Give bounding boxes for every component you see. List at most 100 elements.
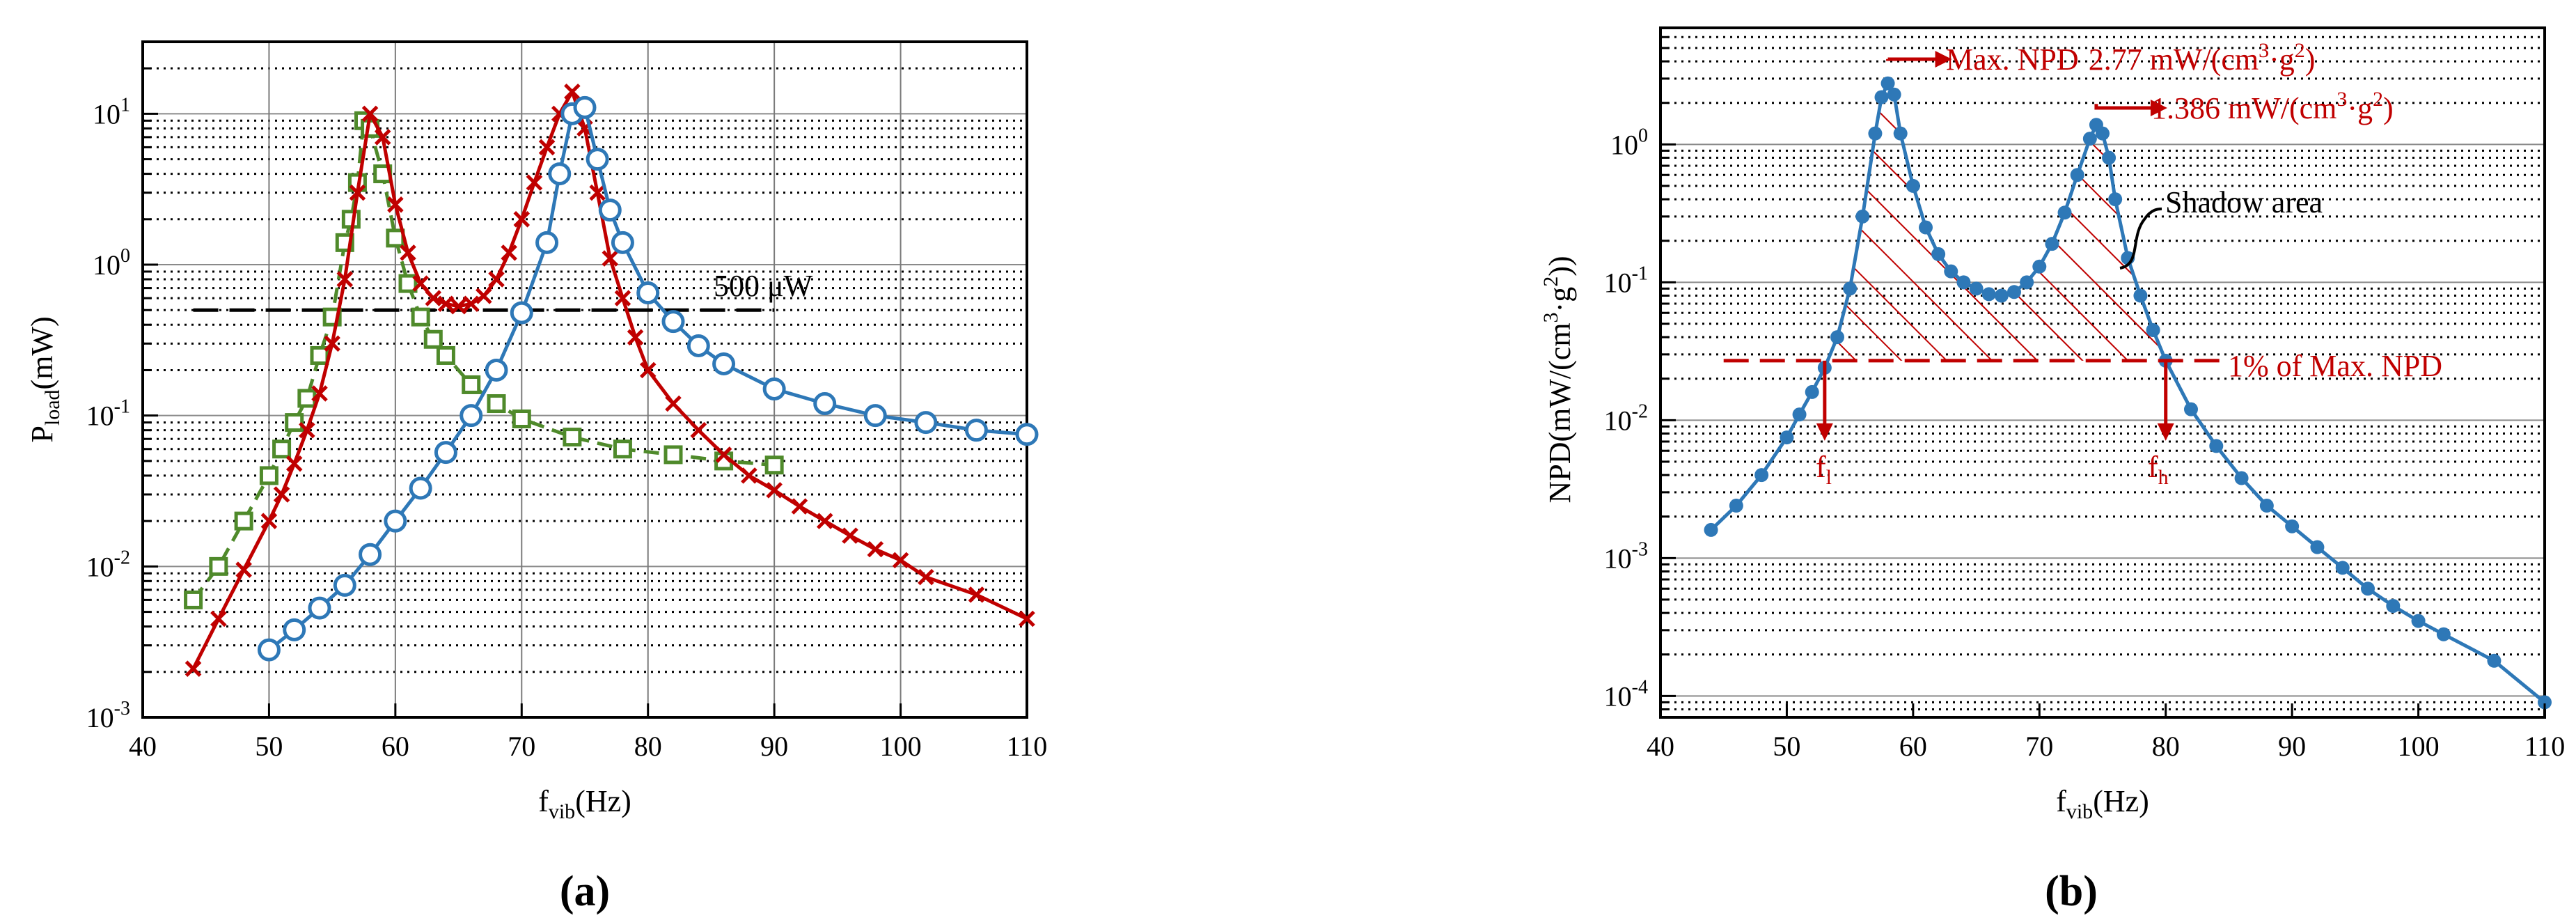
chart-b-npd-blue-point [1944,264,1958,279]
chart-a-series-red-cross-point [513,211,531,228]
chart-a-series-red-cross-point [311,385,328,402]
chart-b-ytick-label: 10-3 [1604,538,1648,574]
chart-b-npd-blue-point [2184,402,2198,416]
chart-a-series-blue-circle-point [308,596,331,620]
chart-b-xlabel-unit: (Hz) [2093,784,2149,818]
chart-b-ylabel-main: NPD(mW/(cm [1543,322,1577,503]
chart-a-series-red-cross-point [526,174,543,191]
chart-a-frame [141,40,1028,719]
chart-b-panel-label: (b) [2045,868,2098,915]
chart-b-max2-arrow-head [2150,100,2167,116]
chart-b-xtick-label: 50 [1773,731,1800,762]
chart-a-ytick-label: 10-3 [86,698,130,733]
chart-b-xtick-label: 100 [2398,731,2440,762]
chart-b-ytick-label: 100 [1610,125,1648,160]
chart-b-npd-blue-point [2007,285,2021,299]
chart-b-max2-end: ) [2383,91,2394,125]
chart-b-shadow [1824,83,2166,368]
chart-b-ylabel-mid: ·g [1543,287,1577,313]
chart-a-series-red-cross-point [349,184,366,201]
chart-b-npd-blue-point [2411,614,2426,628]
chart-a-series-red-cross-point [715,446,732,463]
chart-b-npd-blue-point [2032,259,2047,274]
chart-a-xlabel-main: f [538,784,549,818]
chart-a-series-red-cross-point [741,467,757,484]
chart-a-series-green-square-point [411,307,430,327]
chart-b-npd-blue-point [1906,178,1920,193]
chart-a-series-blue-circle-point [964,419,988,442]
chart-a-series-red-cross-line [191,90,1028,670]
chart-b-xlabel-sub: vib [2066,800,2093,823]
chart-b-npd-blue-point [1981,287,1996,302]
chart-a-ref-label: 500 μW [714,269,813,303]
chart-b-shadow-label: Shadow area [2165,185,2323,219]
chart-b-npd-blue-point [2057,205,2072,220]
chart-a-series-green-square-point [310,345,329,365]
chart-a-series-red-cross-point [476,288,492,304]
chart-b-ytick-base: 10 [1604,543,1632,574]
chart-b-ytick-base: 10 [1604,680,1632,712]
chart-b-max1-sup1: 3 [2259,39,2269,62]
chart-a-series-blue-circle-point [712,352,736,375]
chart-a-series-green-square-point [462,375,481,394]
chart-a-series-green-square-point [512,410,531,429]
chart-b-npd-blue-point [2361,582,2375,596]
chart-b-ylabel-sup2: 2 [1539,276,1562,287]
chart-a-xtick-label: 40 [129,731,157,762]
chart-b-ytick-label: 10-1 [1604,263,1648,298]
chart-a-series-red-cross-point [273,486,290,503]
chart-a-ytick-exp: -3 [114,698,130,719]
chart-a-series-red-cross-point [892,552,909,569]
chart-b-ytick-label: 10-4 [1604,676,1648,712]
chart-a-series-blue-circle-point [485,358,508,382]
chart-a-series-red-cross-point [816,513,833,529]
chart-b-npd-blue-point [2020,275,2034,290]
chart-b-npd-blue-point [1729,499,1743,513]
chart-b-npd-blue-point [2045,237,2059,251]
chart-a-xtick-label: 80 [634,731,662,762]
chart-b-npd-blue-point [1931,247,1946,261]
chart-b-npd-blue-point [2259,499,2274,513]
chart-a-series-red-cross-point [589,184,606,201]
chart-b-npd-blue-point [2386,598,2401,613]
chart-b-npd-blue-point [1893,126,1908,141]
chart-a-series-green-square-point [436,345,455,365]
chart-a-series-red-cross-point [639,361,657,379]
chart-b-ylabel: NPD(mW/(cm3·g2)) [1539,256,1577,503]
chart-a-series-green-square-point [272,439,292,459]
chart-b-xtick-label: 70 [2025,731,2053,762]
chart-b-xtick-label: 60 [1899,731,1927,762]
chart-a-series-red-cross-point [766,482,783,499]
chart-b-max1-end: ) [2305,42,2316,77]
chart-b-npd-blue-point [2108,192,2123,207]
chart-a-series-red-cross-point [235,561,252,578]
chart-b-npd-blue-point [2285,519,2300,533]
chart-a-xlabel: fvib(Hz) [538,784,631,823]
chart-a-series-blue-circle-point [283,618,306,641]
chart-a-series-red-cross-point [336,271,354,288]
chart-b-npd-blue-point [1754,468,1769,483]
chart-a-series-green-square-point [423,329,443,349]
chart-b-npd-blue-point [2310,540,2325,554]
chart-b-ytick-exp: -4 [1632,676,1648,698]
chart-b-npd-blue-point [2538,695,2552,710]
chart-b-xtick-label: 40 [1647,731,1674,762]
chart-a-series-red-cross-point [842,527,858,544]
chart-a-series-red-cross-point [184,660,202,677]
chart-b-npd-blue-point [2102,150,2116,165]
chart-a-panel-label: (a) [560,868,610,915]
chart-b-shadow-area [1824,83,2166,368]
chart-b-npd-blue-point [1919,220,1933,235]
chart-a-series-blue-circle-point [611,231,634,254]
chart-a-ytick-label: 101 [93,94,130,130]
chart-a-series-blue-circle-point [384,509,407,533]
chart-a-series-green-square-point [487,394,506,414]
chart-a-xtick-label: 60 [382,731,409,762]
chart-a-series-red-cross-point [400,244,416,261]
chart-b-fl-arrow-head [1816,423,1833,441]
chart-b-xlabel-main: f [2056,784,2066,818]
